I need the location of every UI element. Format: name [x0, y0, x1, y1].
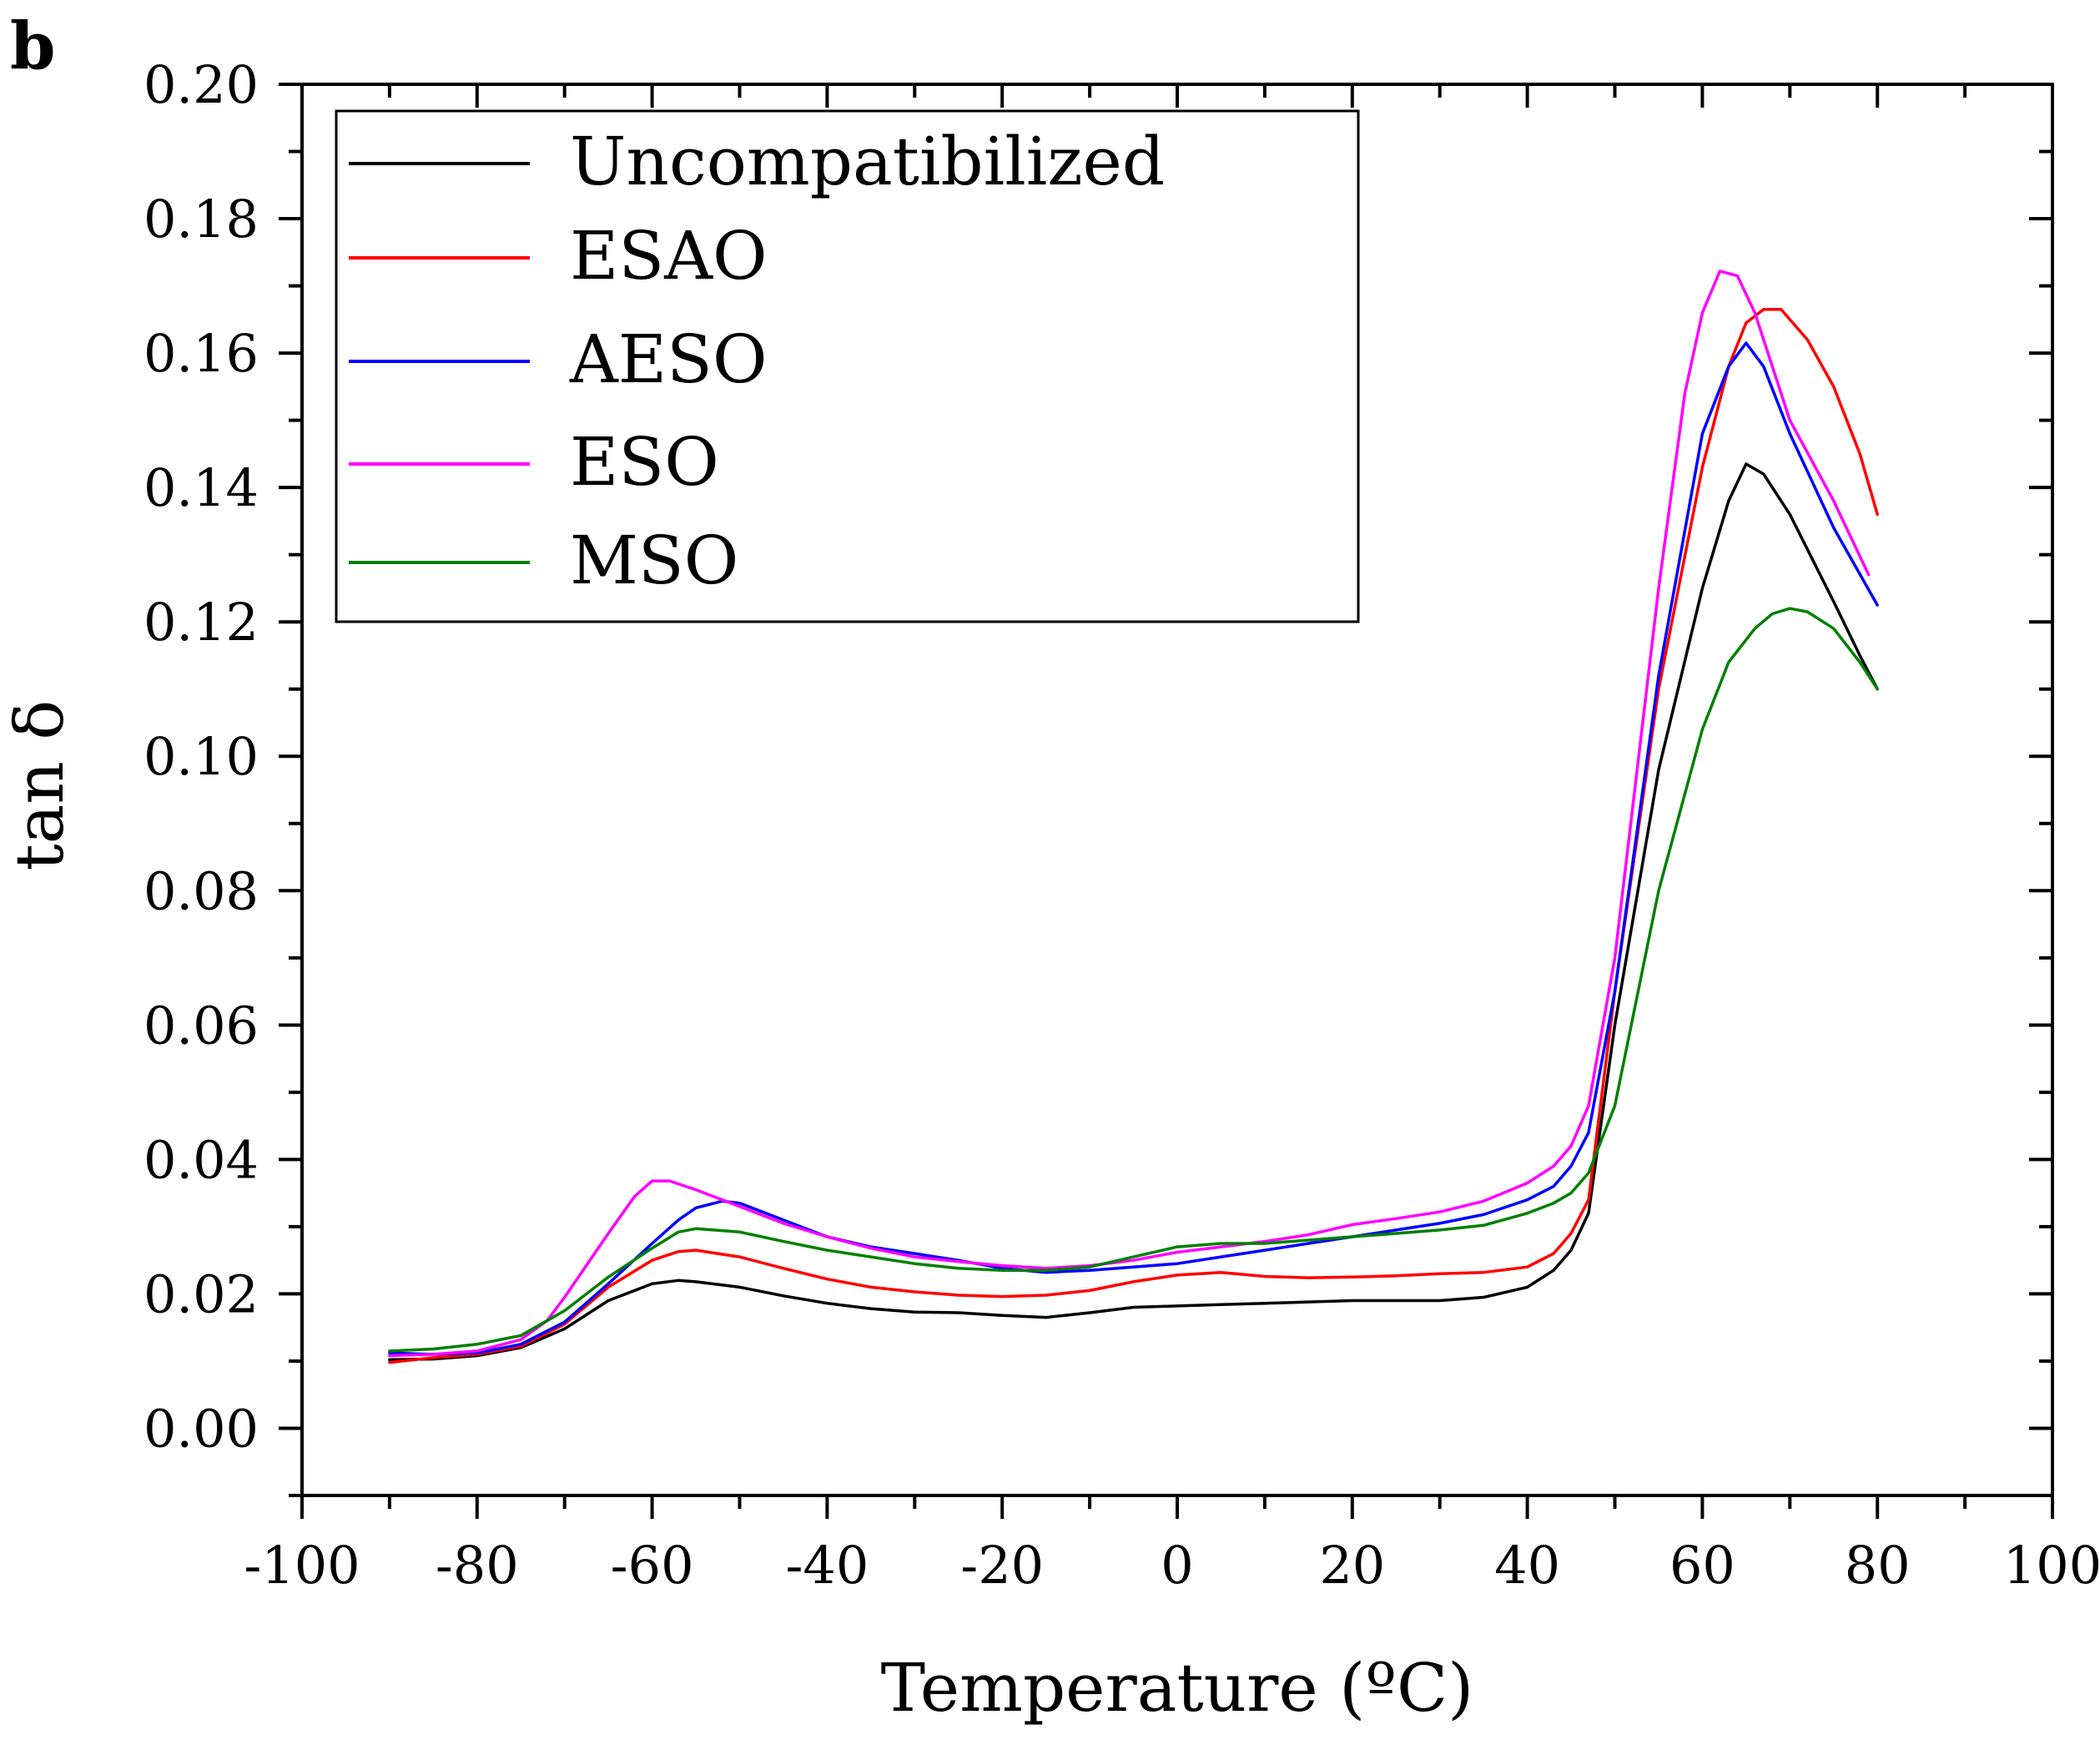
legend-box	[335, 109, 1360, 623]
y-tick-label: 0.04	[144, 1129, 259, 1190]
x-tick-label: -80	[436, 1535, 519, 1596]
y-tick-label: 0.20	[144, 54, 259, 115]
legend-label: Uncompatibilized	[570, 123, 1165, 200]
y-tick-label: 0.16	[144, 323, 259, 384]
panel-label: b	[10, 8, 56, 84]
x-tick-label: 0	[1161, 1535, 1193, 1596]
x-tick-label: 20	[1319, 1535, 1385, 1596]
legend-items: Uncompatibilized ESAO AESO ESO MSO	[349, 123, 1165, 599]
y-axis-ticks: 0.00 0.02 0.04 0.06 0.08 0.10 0.12 0.14 0.16 0.18…	[144, 54, 2052, 1497]
series-line-esao	[388, 308, 1879, 1364]
x-tick-label: -40	[785, 1535, 869, 1596]
y-tick-label: 0.10	[144, 726, 259, 787]
x-tick-label: 80	[1845, 1535, 1911, 1596]
x-tick-label: 60	[1669, 1535, 1735, 1596]
legend-label: ESO	[570, 423, 719, 501]
legend: Uncompatibilized ESAO AESO ESO MSO	[335, 109, 1360, 623]
y-tick-label: 0.12	[144, 592, 259, 653]
series-line-uncompatibilized	[388, 462, 1879, 1362]
x-tick-label: 100	[2003, 1535, 2100, 1596]
legend-label: ESAO	[570, 217, 768, 295]
y-tick-label: 0.06	[144, 995, 259, 1056]
y-tick-label: 0.02	[144, 1263, 259, 1324]
x-axis-label: Temperature (ºC)	[881, 1649, 1474, 1727]
series-line-mso	[388, 607, 1879, 1353]
y-tick-label: 0.18	[144, 189, 259, 250]
x-tick-label: -100	[244, 1535, 360, 1596]
x-axis-ticks: -100 -80 -60 -40 -20 0 20 40 60 80 100	[244, 84, 2100, 1596]
y-tick-label: 0.14	[144, 457, 259, 518]
series-line-eso	[388, 270, 1871, 1358]
y-tick-label: 0.00	[144, 1398, 259, 1459]
x-tick-label: 40	[1494, 1535, 1560, 1596]
y-axis-label: tan δ	[1, 700, 78, 871]
legend-label: AESO	[569, 320, 768, 398]
plot-lines	[388, 270, 1879, 1364]
x-tick-label: -60	[611, 1535, 694, 1596]
x-tick-label: -20	[960, 1535, 1044, 1596]
legend-label: MSO	[570, 522, 738, 599]
y-tick-label: 0.08	[144, 860, 259, 921]
series-line-aeso	[388, 341, 1879, 1356]
